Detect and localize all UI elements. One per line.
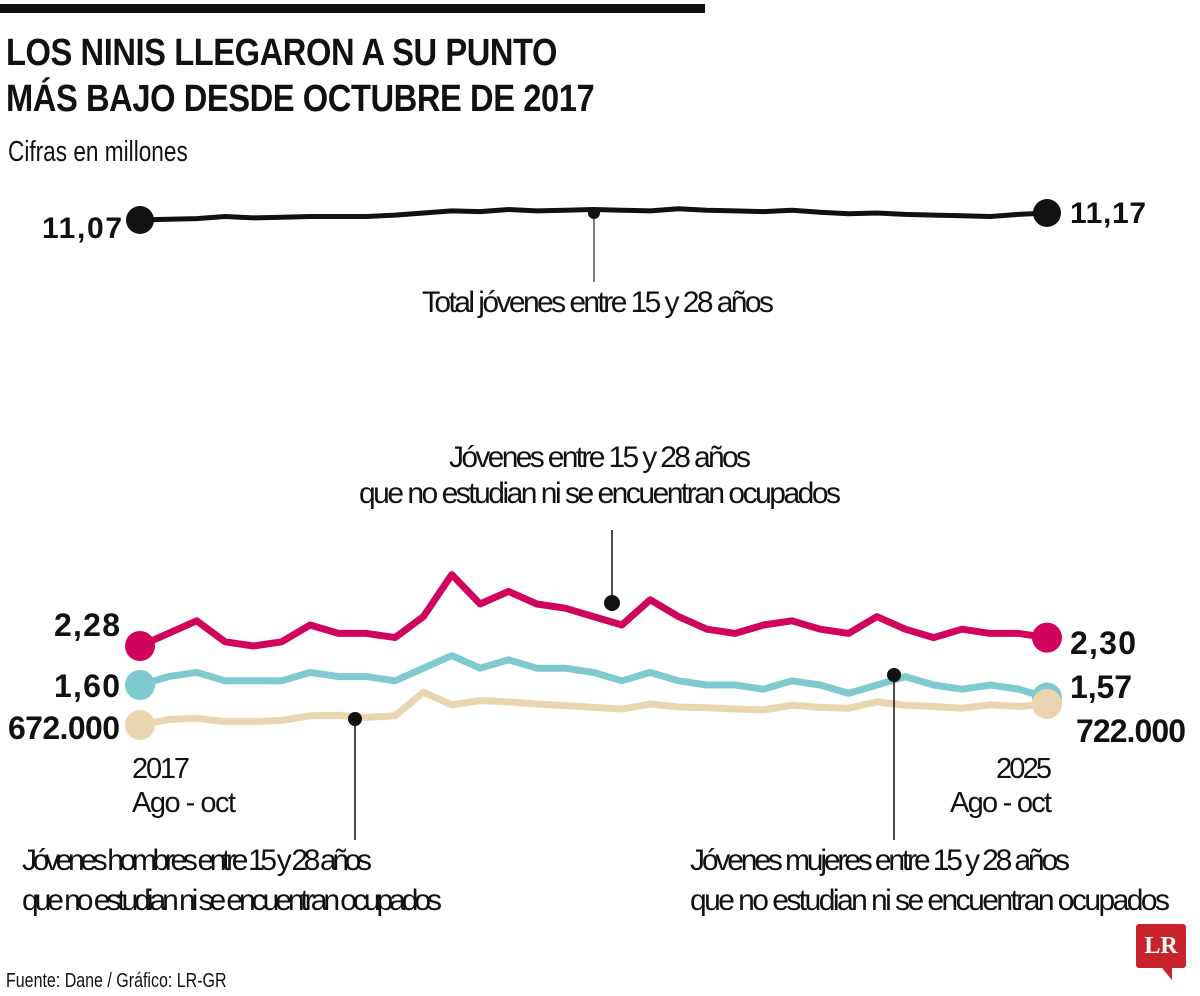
chart-title: LOS NINIS LLEGARON A SU PUNTO MÁS BAJO D… xyxy=(6,30,595,122)
x-end-year: 2025 xyxy=(996,753,1052,785)
ninis-hombres-end-label: 722.000 xyxy=(1076,713,1186,749)
hombres-annotation-dot xyxy=(348,712,362,726)
x-end-period: Ago - oct xyxy=(950,787,1052,819)
ninis-total-end-label: 2,30 xyxy=(1070,625,1136,661)
annotations: Total jóvenes entre 15 y 28 años Jóvenes … xyxy=(22,207,1170,917)
ninis-hombres-start-marker xyxy=(125,710,155,740)
ninis-mujeres-end-label: 1,57 xyxy=(1070,669,1132,705)
ninis-total-line xyxy=(138,571,1048,650)
top-rule xyxy=(0,4,705,13)
ninis-hombres-end-marker xyxy=(1032,689,1062,719)
mujeres-annotation-line1: Jóvenes mujeres entre 15 y 28 años xyxy=(690,844,1070,877)
mujeres-annotation-line2: que no estudian ni se encuentran ocupado… xyxy=(690,884,1170,917)
total-end-label: 11,17 xyxy=(1070,197,1146,230)
lr-logo: LR xyxy=(1136,924,1186,980)
title-line-1: LOS NINIS LLEGARON A SU PUNTO xyxy=(6,32,557,74)
total-start-marker xyxy=(126,206,154,234)
total-end-marker xyxy=(1033,199,1061,227)
ninis-total-start-marker xyxy=(125,631,155,661)
hombres-annotation-line1: Jóvenes hombres entre 15 y 28 años xyxy=(22,844,372,877)
ninis-total-end-marker xyxy=(1032,622,1062,653)
ninis-hombres-start-label: 672.000 xyxy=(8,710,120,746)
source-note: Fuente: Dane / Gráfico: LR-GR xyxy=(6,970,227,992)
ninis-mujeres-line xyxy=(139,652,1048,701)
ninis-mujeres-start-label: 1,60 xyxy=(54,668,120,704)
total-annotation-text: Total jóvenes entre 15 y 28 años xyxy=(422,286,774,319)
hombres-annotation-line2: que no estudian ni se encuentran ocupado… xyxy=(22,884,442,917)
title-line-2: MÁS BAJO DESDE OCTUBRE DE 2017 xyxy=(6,78,595,120)
ninis-mujeres-start-marker xyxy=(125,670,155,700)
mujeres-annotation-dot xyxy=(887,668,901,682)
ninis-annotation-line1: Jóvenes entre 15 y 28 años xyxy=(449,441,751,474)
ninis-total-start-label: 2,28 xyxy=(54,607,120,643)
total-start-label: 11,07 xyxy=(42,212,122,245)
x-start-year: 2017 xyxy=(132,753,190,785)
x-start-period: Ago - oct xyxy=(132,787,236,819)
ninis-annotation-dot xyxy=(604,595,620,611)
chart-subtitle: Cifras en millones xyxy=(8,136,188,168)
ninis-hombres-line xyxy=(139,688,1048,729)
total-annotation-dot xyxy=(588,207,600,219)
ninis-annotation-line2: que no estudian ni se encuentran ocupado… xyxy=(359,477,841,510)
